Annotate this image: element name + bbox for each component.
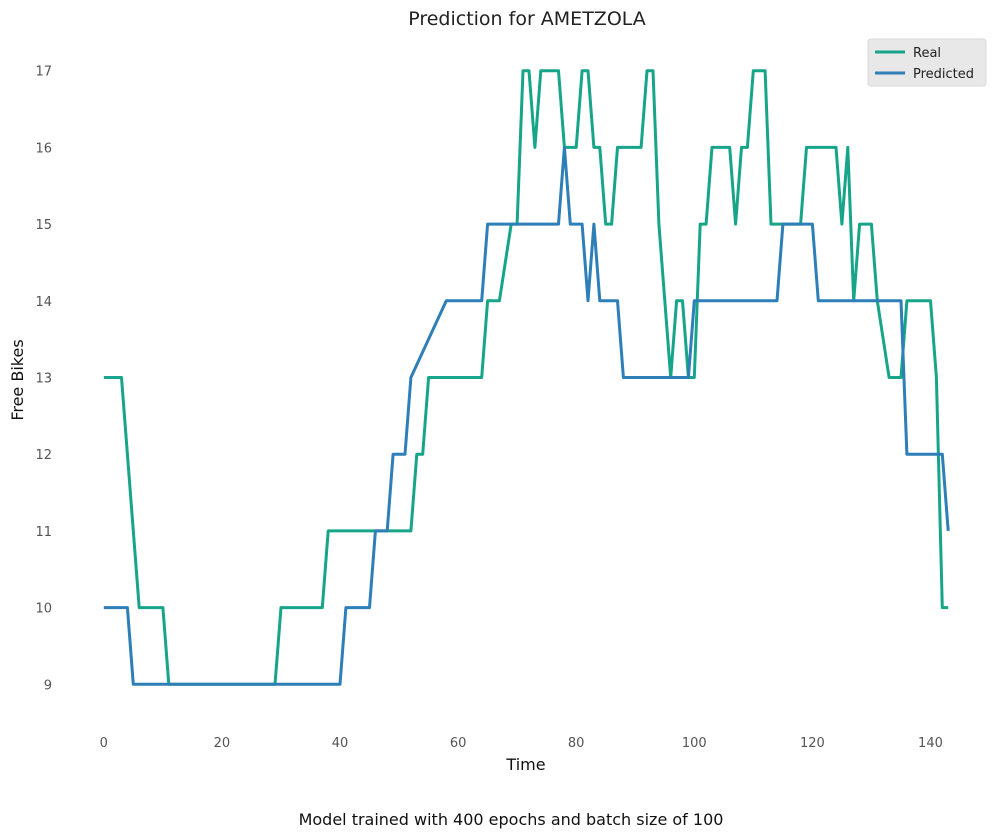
x-tick-label: 100 <box>682 736 707 751</box>
y-tick-label: 13 <box>35 372 52 387</box>
series-layer <box>103 69 950 686</box>
x-tick-label: 80 <box>568 736 585 751</box>
x-axis-label: Time <box>505 755 545 774</box>
legend-label-real: Real <box>913 46 941 61</box>
y-tick-label: 9 <box>44 678 52 693</box>
y-tick-labels: 9 10 11 12 13 14 15 16 17 <box>35 65 52 694</box>
x-tick-label: 20 <box>214 736 231 751</box>
chart-title: Prediction for AMETZOLA <box>408 8 646 30</box>
y-tick-label: 17 <box>35 65 52 80</box>
y-tick-label: 16 <box>35 141 52 156</box>
y-tick-label: 15 <box>35 218 52 233</box>
y-tick-label: 12 <box>35 448 52 463</box>
y-tick-label: 10 <box>35 602 52 617</box>
x-tick-label: 0 <box>100 736 108 751</box>
y-tick-label: 14 <box>35 295 52 310</box>
x-tick-label: 140 <box>918 736 943 751</box>
x-tick-label: 120 <box>800 736 825 751</box>
chart-caption: Model trained with 400 epochs and batch … <box>299 810 724 829</box>
x-tick-label: 60 <box>450 736 467 751</box>
x-tick-labels: 0 20 40 60 80 100 120 140 <box>100 736 943 751</box>
series-line-predicted <box>103 145 950 686</box>
legend-label-predicted: Predicted <box>913 67 974 82</box>
y-tick-label: 11 <box>35 525 52 540</box>
legend: Real Predicted <box>867 38 987 87</box>
y-axis-label: Free Bikes <box>8 339 27 420</box>
x-tick-label: 40 <box>332 736 349 751</box>
series-line-real <box>103 69 949 686</box>
